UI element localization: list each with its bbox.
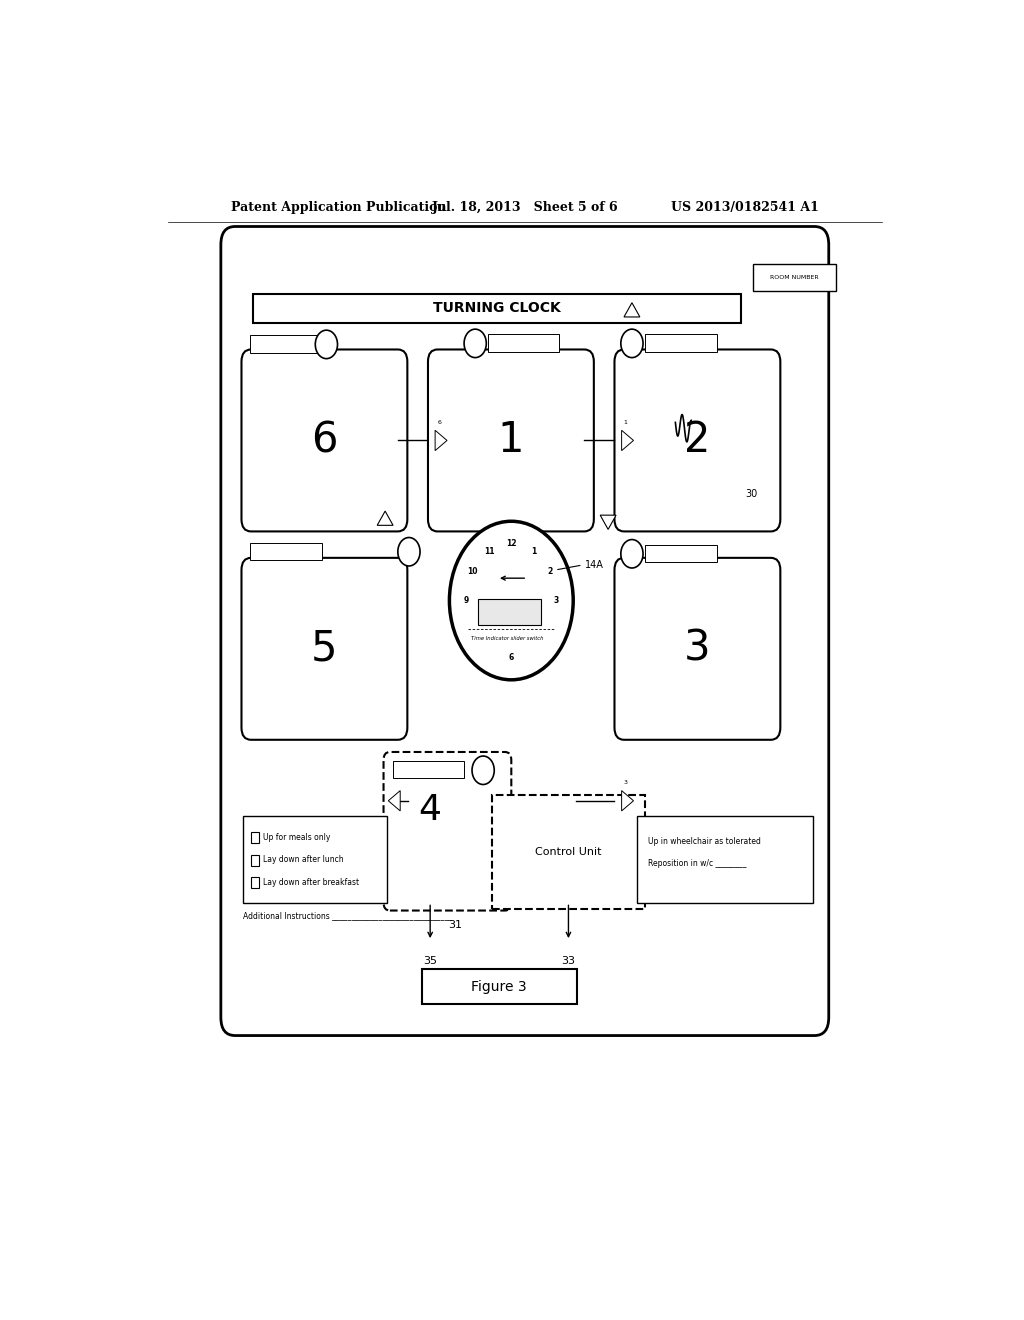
Text: Jul. 18, 2013   Sheet 5 of 6: Jul. 18, 2013 Sheet 5 of 6	[431, 201, 618, 214]
Text: Reposition in w/c ________: Reposition in w/c ________	[648, 859, 746, 869]
Bar	[251, 854, 259, 866]
Text: 1: 1	[531, 546, 537, 556]
FancyBboxPatch shape	[393, 762, 465, 779]
Text: CURRENT POSITION: CURRENT POSITION	[264, 549, 307, 553]
FancyBboxPatch shape	[487, 334, 559, 351]
Text: Lay down after lunch: Lay down after lunch	[263, 855, 343, 865]
FancyBboxPatch shape	[242, 558, 408, 739]
Text: Figure 3: Figure 3	[471, 979, 527, 994]
Circle shape	[621, 540, 643, 568]
FancyBboxPatch shape	[614, 558, 780, 739]
Polygon shape	[600, 515, 616, 529]
Text: 30: 30	[744, 488, 757, 499]
Text: 3: 3	[553, 597, 558, 605]
FancyBboxPatch shape	[614, 350, 780, 532]
Circle shape	[315, 330, 338, 359]
Text: 12: 12	[506, 539, 516, 548]
FancyBboxPatch shape	[250, 543, 322, 560]
Text: Control Unit: Control Unit	[536, 846, 602, 857]
FancyBboxPatch shape	[253, 293, 740, 323]
FancyBboxPatch shape	[754, 264, 836, 290]
Text: 10: 10	[468, 568, 478, 577]
Text: CURRENT POSITION: CURRENT POSITION	[264, 342, 307, 346]
Text: US 2013/0182541 A1: US 2013/0182541 A1	[671, 201, 818, 214]
Text: CURRENT POSITION: CURRENT POSITION	[503, 341, 545, 345]
Text: 4: 4	[394, 780, 398, 785]
Bar	[251, 876, 259, 888]
Text: Lay down after breakfast: Lay down after breakfast	[263, 878, 359, 887]
Circle shape	[621, 329, 643, 358]
Text: 1: 1	[498, 420, 524, 462]
Text: 6: 6	[509, 653, 514, 663]
Text: 6: 6	[437, 420, 441, 425]
Text: CURRENT POSITION: CURRENT POSITION	[659, 341, 702, 345]
Circle shape	[472, 756, 495, 784]
Text: 14A: 14A	[585, 560, 604, 570]
Text: Additional Instructions _______________________________: Additional Instructions ________________…	[243, 911, 453, 920]
Polygon shape	[624, 302, 640, 317]
Text: 6: 6	[311, 420, 338, 462]
Circle shape	[397, 537, 420, 566]
Circle shape	[450, 521, 573, 680]
Text: 35: 35	[423, 956, 437, 966]
Text: 2: 2	[547, 568, 553, 577]
Text: Time Indicator slider switch: Time Indicator slider switch	[471, 636, 544, 640]
FancyBboxPatch shape	[422, 969, 578, 1005]
Text: 31: 31	[449, 920, 463, 929]
Text: 9: 9	[464, 597, 469, 605]
FancyBboxPatch shape	[428, 350, 594, 532]
Text: 2: 2	[534, 576, 538, 581]
Text: 5: 5	[383, 516, 387, 520]
Text: TURNING CLOCK: TURNING CLOCK	[433, 301, 561, 315]
Text: 3: 3	[624, 780, 628, 785]
Polygon shape	[622, 791, 634, 810]
Text: Up in wheelchair as tolerated: Up in wheelchair as tolerated	[648, 837, 761, 846]
Text: Up for meals only: Up for meals only	[263, 833, 331, 842]
FancyBboxPatch shape	[242, 350, 408, 532]
FancyBboxPatch shape	[645, 545, 717, 562]
Text: 4: 4	[419, 793, 441, 826]
FancyBboxPatch shape	[493, 795, 645, 908]
Text: ROOM NUMBER: ROOM NUMBER	[770, 275, 819, 280]
Polygon shape	[622, 430, 634, 450]
FancyBboxPatch shape	[243, 816, 387, 903]
FancyBboxPatch shape	[638, 816, 813, 903]
Polygon shape	[377, 511, 393, 525]
Text: 5: 5	[311, 628, 338, 669]
Circle shape	[464, 329, 486, 358]
FancyBboxPatch shape	[645, 334, 717, 351]
Polygon shape	[388, 791, 400, 810]
FancyBboxPatch shape	[478, 598, 541, 624]
Text: 11: 11	[483, 546, 495, 556]
FancyBboxPatch shape	[250, 335, 322, 352]
Text: 3: 3	[684, 628, 711, 669]
Text: 2: 2	[684, 420, 711, 462]
FancyBboxPatch shape	[221, 227, 828, 1036]
Text: 1: 1	[624, 420, 628, 425]
Bar	[251, 833, 259, 843]
Text: CURRENT POSITION: CURRENT POSITION	[408, 768, 451, 772]
Text: 33: 33	[561, 956, 575, 966]
Text: 2: 2	[606, 520, 610, 525]
FancyBboxPatch shape	[384, 752, 511, 911]
Text: Patent Application Publication: Patent Application Publication	[231, 201, 446, 214]
Polygon shape	[435, 430, 447, 450]
Text: CURRENT POSITION: CURRENT POSITION	[659, 552, 702, 556]
